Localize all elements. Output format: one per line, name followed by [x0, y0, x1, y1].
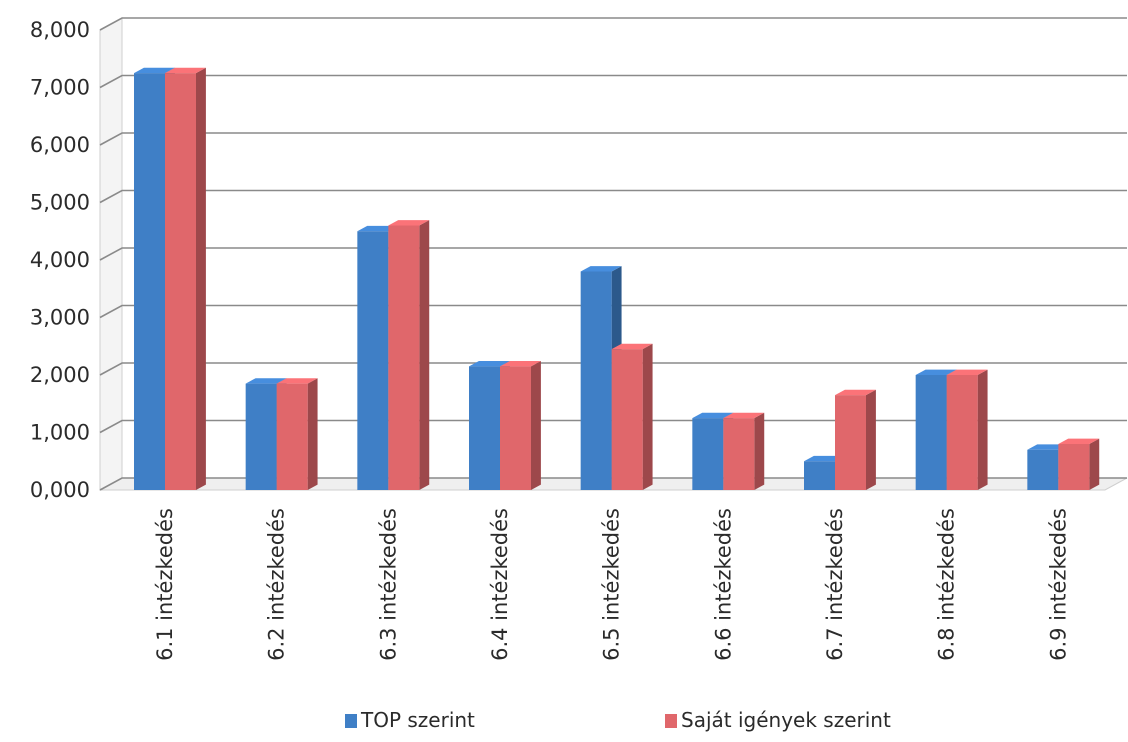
bar-side [196, 67, 206, 490]
gridline [99, 419, 1127, 434]
bar-top [469, 360, 510, 367]
bar-front [1058, 444, 1090, 490]
bar [500, 360, 541, 490]
x-tick-label: 6.9 intézkedés [1046, 508, 1070, 661]
bar-top [388, 220, 430, 226]
bar-front [1027, 449, 1059, 490]
bar [1058, 438, 1100, 490]
bar-top [357, 225, 399, 232]
y-tick-label: 7,000 [30, 76, 90, 100]
bar-top [165, 67, 206, 74]
bar-front [469, 366, 500, 490]
bar [946, 369, 988, 490]
bar-top [245, 378, 287, 384]
bar-front [915, 375, 947, 490]
bar-front [692, 418, 724, 490]
legend-swatch [665, 714, 677, 728]
y-tick-label: 6,000 [30, 133, 90, 157]
legend-label: TOP szerint [360, 708, 475, 732]
legend-swatch [345, 714, 357, 728]
x-tick-label: 6.7 intézkedés [823, 508, 847, 661]
gridline [99, 304, 1127, 319]
bar-top [835, 389, 876, 396]
gridline [99, 362, 1127, 376]
legend-label: Saját igények szerint [681, 708, 891, 732]
bar-front [611, 349, 643, 490]
bar-top [1027, 444, 1069, 450]
bar-top [804, 455, 845, 462]
bar-side [642, 343, 653, 490]
bar-top [692, 412, 734, 419]
legend-item: TOP szerint [345, 708, 475, 732]
legend-item: Saját igények szerint [665, 708, 891, 732]
bar-front [388, 225, 420, 490]
bar-top [500, 360, 541, 367]
bar-top [276, 378, 318, 384]
x-tick-label: 6.8 intézkedés [935, 508, 959, 661]
gridline [99, 189, 1127, 204]
bar-side [307, 378, 318, 490]
bar-side [419, 220, 430, 490]
bar-front [500, 366, 531, 490]
x-tick-label: 6.3 intézkedés [376, 508, 400, 661]
bar [611, 343, 653, 490]
bar-top [915, 369, 957, 375]
x-tick-label: 6.4 intézkedés [488, 508, 512, 661]
y-tick-label: 4,000 [30, 248, 90, 272]
bar-front [134, 73, 165, 490]
bar [723, 412, 765, 490]
gridline [99, 74, 1127, 89]
bar-side [531, 360, 541, 490]
bar-front [723, 418, 755, 490]
gridline [99, 247, 1127, 261]
bar-front [357, 231, 389, 490]
bar-top [580, 266, 622, 272]
gridline [99, 132, 1127, 146]
bar-top [946, 369, 988, 375]
bar-top [723, 412, 765, 419]
y-tick-label: 1,000 [30, 421, 90, 445]
x-tick-label: 6.6 intézkedés [711, 508, 735, 661]
y-tick-label: 8,000 [30, 18, 90, 42]
gridline [99, 477, 1127, 491]
bar-front [276, 383, 308, 490]
bar-side [977, 369, 988, 490]
bar-front [804, 461, 835, 490]
y-tick-label: 3,000 [30, 306, 90, 330]
bar-top [134, 67, 175, 74]
bar-side [1089, 438, 1100, 490]
gridline [99, 17, 1127, 31]
x-tick-label: 6.5 intézkedés [600, 508, 624, 661]
bar [835, 389, 876, 490]
bar-side [866, 389, 876, 490]
bar-side [754, 412, 765, 490]
bar-front [835, 395, 866, 490]
y-tick-label: 5,000 [30, 191, 90, 215]
bar-front [245, 383, 277, 490]
bar-top [1058, 438, 1100, 444]
bar [388, 220, 430, 490]
bar-front [580, 271, 612, 490]
x-tick-label: 6.1 intézkedés [153, 508, 177, 661]
bar [276, 378, 318, 490]
bar-front [946, 375, 978, 490]
y-tick-label: 0,000 [30, 478, 90, 502]
x-tick-label: 6.2 intézkedés [265, 508, 289, 661]
y-tick-label: 2,000 [30, 363, 90, 387]
bar-front [165, 73, 196, 490]
bar [165, 67, 206, 490]
bar-top [611, 343, 653, 350]
